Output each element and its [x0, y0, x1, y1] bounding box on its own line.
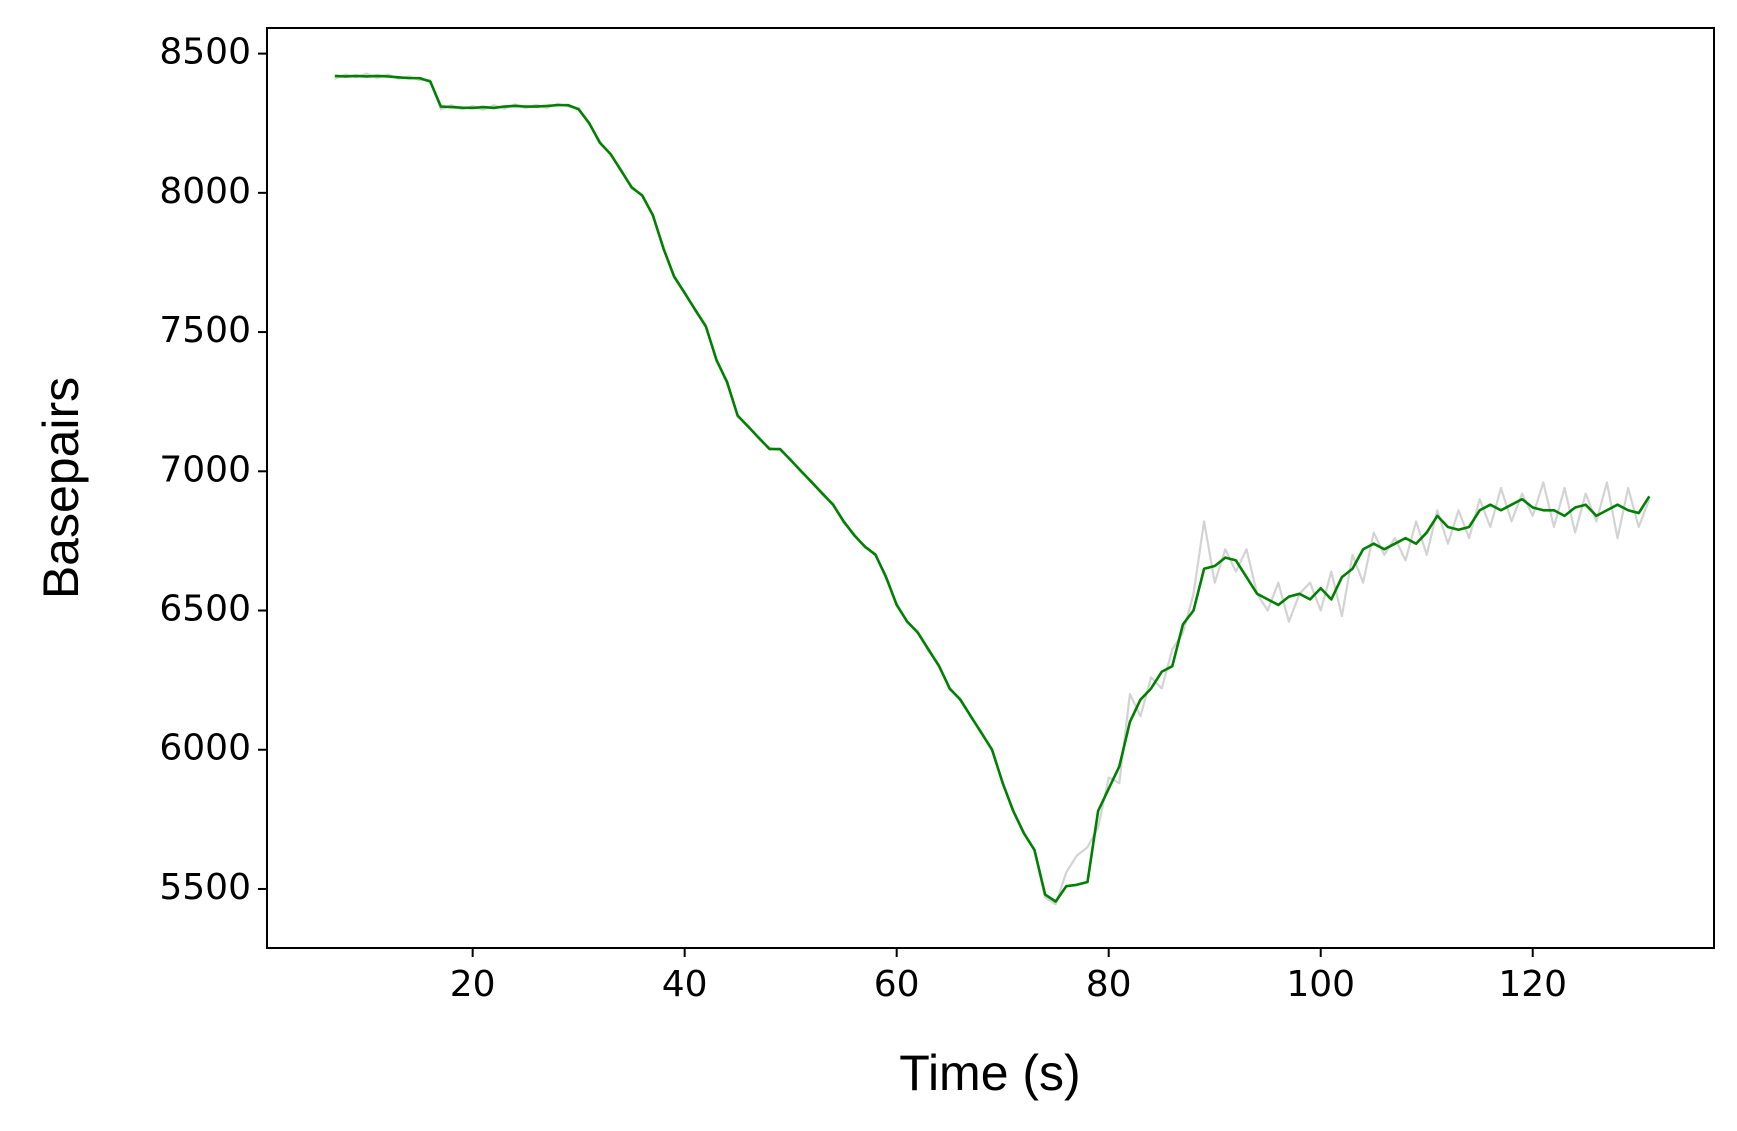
y-tick-label: 8000: [159, 171, 251, 212]
plot-frame: [266, 27, 1715, 949]
y-tick-label: 6000: [159, 728, 251, 769]
y-tick-label: 5500: [159, 867, 251, 908]
y-axis-label: Basepairs: [33, 377, 89, 599]
x-tick-label: 60: [874, 964, 920, 1005]
y-tick-label: 7000: [159, 449, 251, 490]
x-tick-label: 20: [450, 964, 496, 1005]
line: [334, 72, 1651, 906]
x-tick-label: 40: [662, 964, 708, 1005]
y-tick-label: 8500: [159, 32, 251, 73]
y-tick-label: 7500: [159, 310, 251, 351]
x-tick-label: 120: [1498, 964, 1567, 1005]
y-tick-label: 6500: [159, 589, 251, 630]
x-tick-label: 100: [1286, 964, 1355, 1005]
x-axis-label: Time (s): [899, 1045, 1080, 1101]
x-tick-label: 80: [1086, 964, 1132, 1005]
line: [334, 74, 1651, 903]
